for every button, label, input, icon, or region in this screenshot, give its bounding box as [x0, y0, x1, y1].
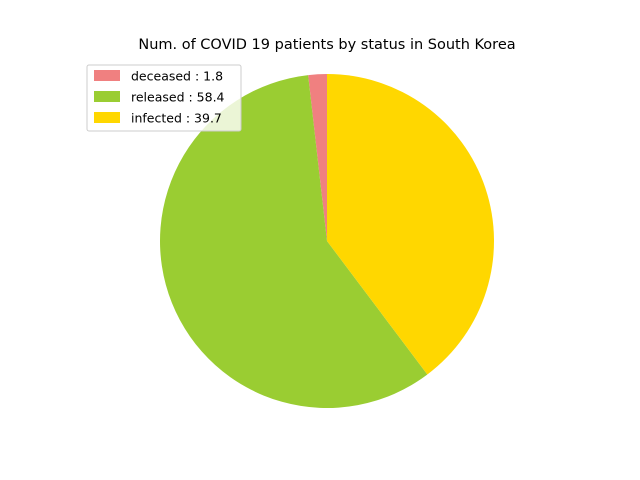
- legend: deceased : 1.8 released : 58.4 infected : …: [86, 64, 242, 132]
- legend-swatch-infected: [94, 112, 120, 123]
- pie-slice-deceased: [308, 74, 327, 241]
- pie-slices: [160, 74, 495, 409]
- chart-title: Num. of COVID 19 patients by status in S…: [138, 37, 515, 53]
- legend-swatch-deceased: [94, 70, 120, 81]
- legend-label-released: released : 58.4: [131, 90, 225, 105]
- legend-label-deceased: deceased : 1.8: [131, 69, 223, 84]
- legend-box: [86, 64, 242, 132]
- legend-label-infected: infected : 39.7: [131, 111, 222, 126]
- legend-swatch-released: [94, 91, 120, 102]
- pie-slice-infected: [327, 74, 495, 375]
- pie-slice-released: [160, 75, 428, 409]
